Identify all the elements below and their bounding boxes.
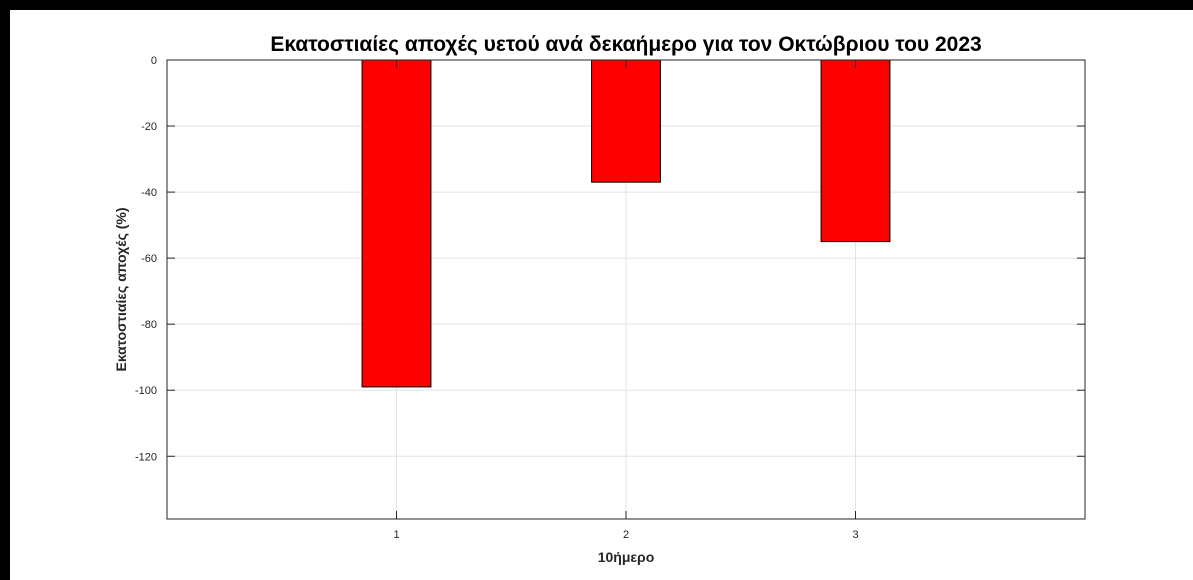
y-tick-label: -120 — [135, 451, 157, 463]
x-axis-label: 10ήμερο — [598, 549, 655, 565]
bars — [361, 59, 891, 388]
y-tick-label: 0 — [151, 55, 157, 67]
y-tick-label: -100 — [135, 385, 157, 397]
bar-chart: 0 -20 -40 -60 -80 -100 -120 1 2 3 Εκατοστιαίες απ… — [10, 10, 1193, 580]
y-tick-label: -60 — [141, 253, 157, 265]
bar-3 — [820, 59, 891, 243]
y-tick-label: -40 — [141, 187, 157, 199]
ticks: 0 -20 -40 -60 -80 -100 -120 1 2 3 — [135, 55, 1085, 541]
bar-1 — [361, 59, 432, 388]
y-tick-label: -80 — [141, 319, 157, 331]
y-axis-label: Εκατοστιαίες αποχές (%) — [113, 207, 129, 371]
chart-title: Εκατοστιαίες αποχές υετού ανά δεκαήμερο … — [270, 33, 981, 56]
bar-2 — [591, 59, 661, 183]
figure-window: 0 -20 -40 -60 -80 -100 -120 1 2 3 Εκατοστιαίες απ… — [10, 10, 1193, 580]
y-tick-label: -20 — [141, 121, 157, 133]
x-tick-label: 1 — [393, 529, 399, 541]
x-tick-label: 3 — [852, 529, 858, 541]
x-tick-label: 2 — [623, 529, 629, 541]
